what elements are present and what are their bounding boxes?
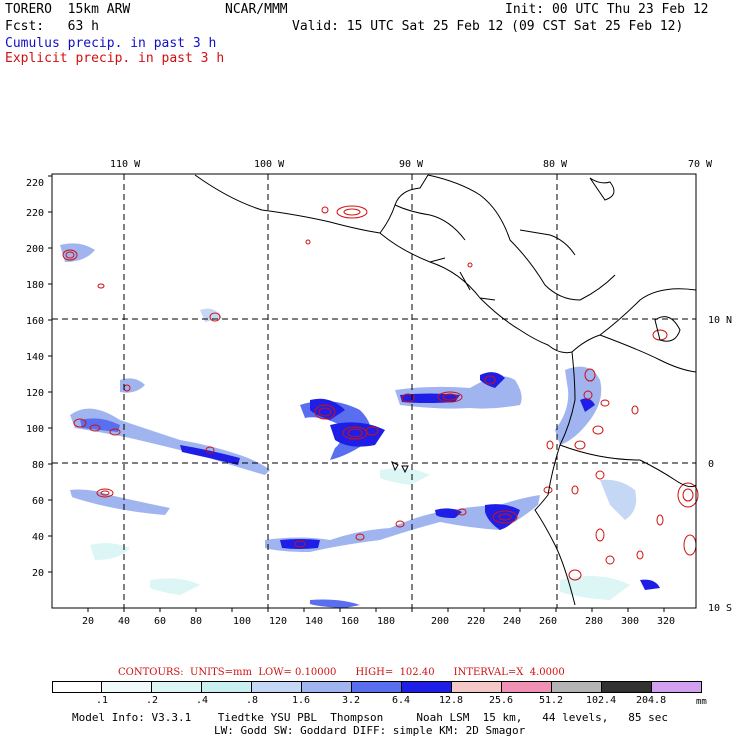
- colorbar-swatch: [551, 681, 602, 693]
- colorbar-label: 204.8: [636, 695, 667, 706]
- x-tick-label: 220: [467, 616, 485, 627]
- colorbar-label: .2: [146, 695, 159, 706]
- colorbar-swatch: [201, 681, 252, 693]
- colorbar-swatch: [301, 681, 352, 693]
- colorbar-unit: mm: [696, 697, 707, 707]
- explicit-legend: Explicit precip. in past 3 h: [5, 51, 225, 66]
- model-name: TORERO 15km ARW: [5, 2, 131, 17]
- contour-info: CONTOURS: UNITS=mm LOW= 0.10000 HIGH= 10…: [118, 667, 565, 678]
- y-tick-label: 220: [26, 208, 44, 219]
- colorbar-swatch: [401, 681, 452, 693]
- y-tick-label: 60: [32, 496, 44, 507]
- x-tick-label: 240: [503, 616, 521, 627]
- colorbar-label: 25.6: [489, 695, 514, 706]
- colorbar-swatch: [151, 681, 202, 693]
- colorbar-swatch: [651, 681, 702, 693]
- y-tick-label: 140: [26, 352, 44, 363]
- lat-lon-grid: [52, 174, 696, 608]
- colorbar-swatch: [251, 681, 302, 693]
- y-tick-label: 200: [26, 244, 44, 255]
- x-tick-label: 260: [539, 616, 557, 627]
- colorbar-label: 12.8: [439, 695, 464, 706]
- init-time: Init: 00 UTC Thu 23 Feb 12: [505, 2, 709, 17]
- colorbar-label: .1: [96, 695, 109, 706]
- colorbar-label: 3.2: [342, 695, 361, 706]
- forecast-hour: Fcst: 63 h: [5, 19, 99, 34]
- colorbar-label: 1.6: [292, 695, 311, 706]
- y-tick-label: 100: [26, 424, 44, 435]
- org-name: NCAR/MMM: [225, 2, 288, 17]
- x-tick-label: 120: [269, 616, 287, 627]
- y-tick-label: 80: [32, 460, 44, 471]
- x-tick-label: 140: [305, 616, 323, 627]
- y-tick-label: 120: [26, 388, 44, 399]
- cumulus-legend: Cumulus precip. in past 3 h: [5, 36, 217, 51]
- cumulus-precip-areas: [60, 243, 660, 608]
- lon-label-100w: 100 W: [254, 159, 285, 170]
- y-tick-label: 20: [32, 568, 44, 579]
- x-tick-label: 160: [341, 616, 359, 627]
- x-tick-label: 60: [154, 616, 166, 627]
- explicit-precip-contours: [62, 205, 699, 581]
- lat-label-0: 0: [708, 459, 714, 470]
- lon-label-80w: 80 W: [543, 159, 568, 170]
- colorbar-label: 6.4: [392, 695, 411, 706]
- axis-ticks: [48, 175, 665, 612]
- lon-label-90w: 90 W: [399, 159, 424, 170]
- colorbar-label: .8: [246, 695, 259, 706]
- x-tick-label: 200: [431, 616, 449, 627]
- x-tick-label: 100: [233, 616, 251, 627]
- x-tick-label: 320: [657, 616, 675, 627]
- valid-time: Valid: 15 UTC Sat 25 Feb 12 (09 CST Sat …: [292, 19, 684, 34]
- colorbar-swatch: [101, 681, 152, 693]
- y-tick-label: 220: [26, 178, 44, 189]
- x-tick-label: 180: [377, 616, 395, 627]
- lat-label-10n: 10 N: [708, 315, 732, 326]
- colorbar-swatch: [451, 681, 502, 693]
- colorbar-label: 102.4: [586, 695, 617, 706]
- colorbar-label: .4: [196, 695, 209, 706]
- x-tick-label: 20: [82, 616, 94, 627]
- map-frame: [51, 173, 697, 609]
- lat-label-10s: 10 S: [708, 603, 732, 614]
- model-physics: LW: Godd SW: Goddard DIFF: simple KM: 2D…: [214, 724, 526, 737]
- model-info: Model Info: V3.3.1 Tiedtke YSU PBL Thomp…: [72, 711, 669, 724]
- coastlines: [194, 174, 697, 606]
- x-tick-label: 80: [190, 616, 202, 627]
- x-tick-label: 280: [585, 616, 603, 627]
- colorbar-label: 51.2: [539, 695, 564, 706]
- colorbar-swatch: [52, 681, 102, 693]
- y-tick-label: 180: [26, 280, 44, 291]
- lon-label-70w: 70 W: [688, 159, 713, 170]
- y-tick-label: 40: [32, 532, 44, 543]
- colorbar-swatch: [501, 681, 552, 693]
- y-tick-label: 160: [26, 316, 44, 327]
- x-tick-label: 300: [621, 616, 639, 627]
- colorbar-swatch: [601, 681, 652, 693]
- x-tick-label: 40: [118, 616, 130, 627]
- lon-label-110w: 110 W: [110, 159, 141, 170]
- colorbar-swatch: [351, 681, 402, 693]
